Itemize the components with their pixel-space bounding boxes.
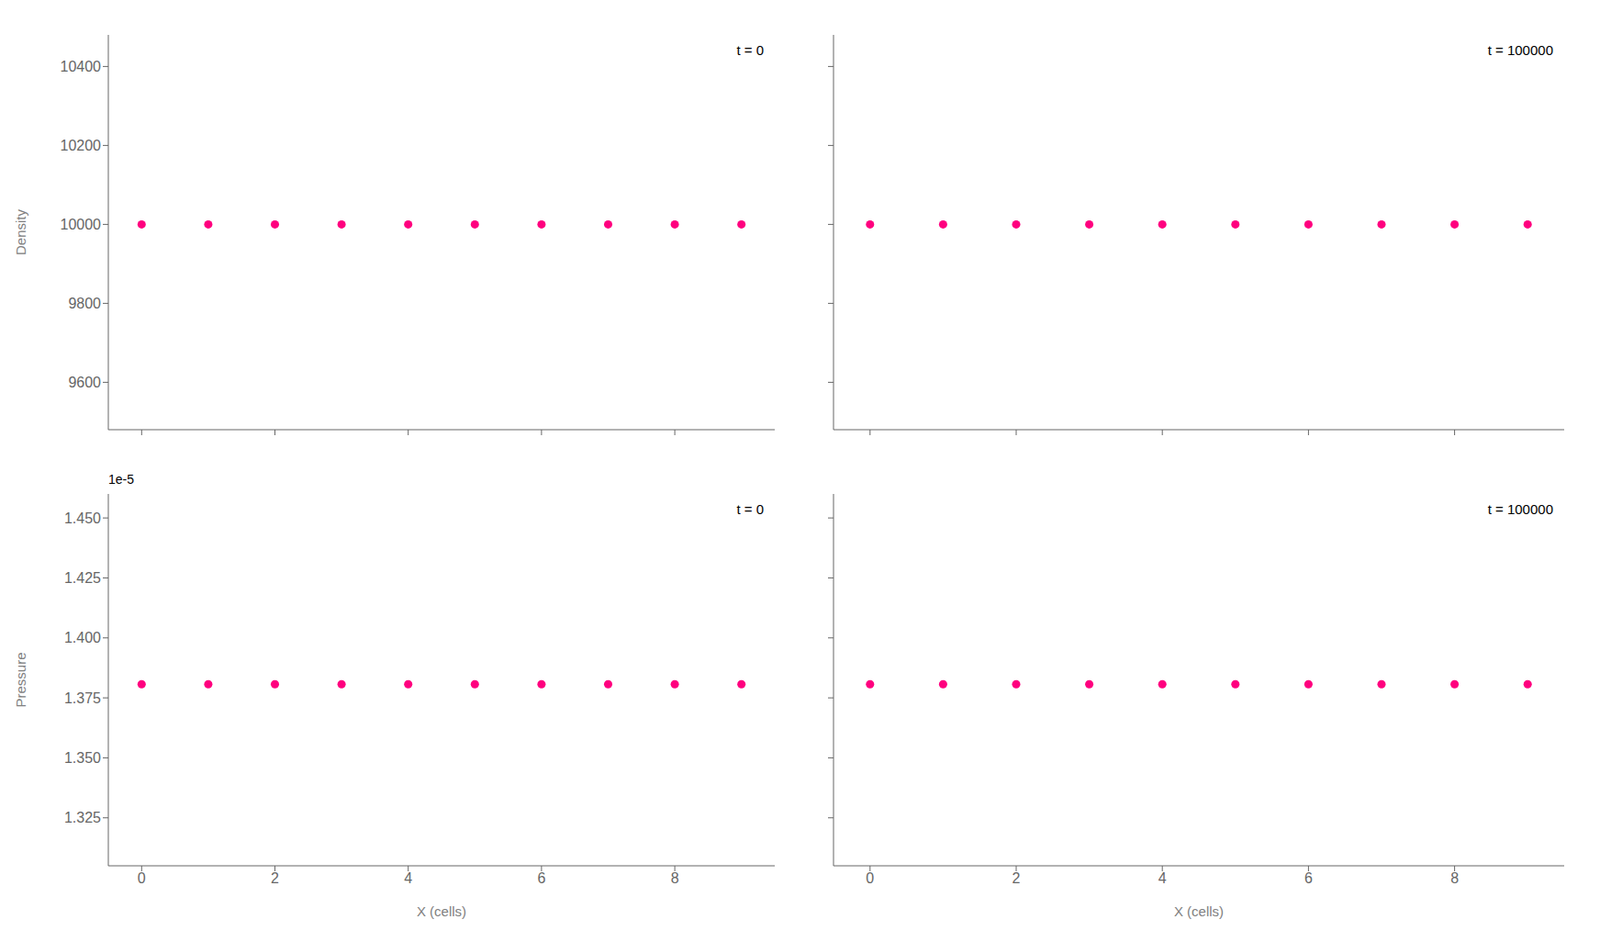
svg-text:Pressure: Pressure — [12, 651, 29, 707]
html-text:1e-5: 1e-5 — [108, 471, 135, 487]
svg-text:Density: Density — [12, 208, 29, 256]
svg-text:9800: 9800 — [67, 295, 101, 312]
svg-text:2: 2 — [270, 870, 280, 886]
svg-text:6: 6 — [537, 870, 546, 886]
html-text:t = 0: t = 0 — [736, 42, 764, 58]
svg-text:1.450: 1.450 — [64, 510, 101, 526]
svg-text:X (cells): X (cells) — [1174, 903, 1224, 919]
svg-text:0: 0 — [137, 870, 146, 886]
svg-text:1.400: 1.400 — [64, 629, 101, 646]
svg-text:4: 4 — [1158, 870, 1167, 886]
svg-text:1.350: 1.350 — [64, 749, 101, 766]
html-text:t = 100000: t = 100000 — [1487, 501, 1554, 517]
svg-text:10400: 10400 — [60, 58, 102, 75]
svg-text:8: 8 — [1450, 870, 1459, 886]
svg-text:1.325: 1.325 — [64, 809, 101, 826]
svg-text:10200: 10200 — [60, 137, 102, 154]
svg-text:2: 2 — [1012, 870, 1021, 886]
html-text:t = 100000: t = 100000 — [1487, 42, 1554, 58]
svg-text:8: 8 — [671, 870, 680, 886]
svg-text:0: 0 — [865, 870, 874, 886]
svg-text:1.375: 1.375 — [64, 690, 101, 706]
html-text:t = 0: t = 0 — [736, 501, 764, 517]
svg-text:4: 4 — [403, 870, 413, 886]
svg-text:1.425: 1.425 — [64, 570, 101, 586]
svg-text:6: 6 — [1304, 870, 1313, 886]
svg-text:X (cells): X (cells) — [416, 903, 467, 919]
svg-text:10000: 10000 — [60, 216, 102, 233]
svg-text:9600: 9600 — [67, 374, 101, 391]
